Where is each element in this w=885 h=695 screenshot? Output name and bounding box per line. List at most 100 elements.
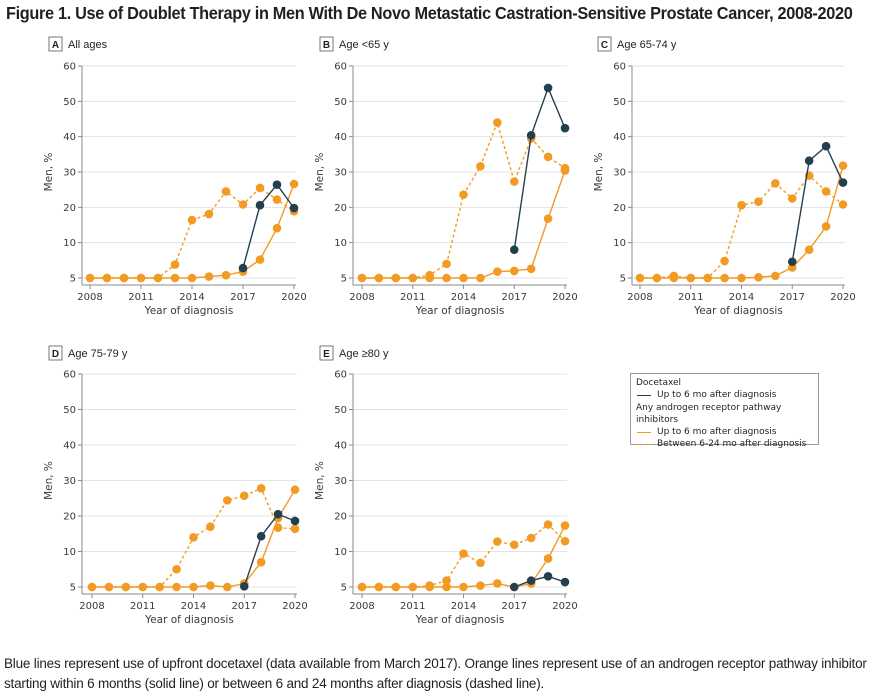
series-arpi-6-24mo-point [272, 195, 282, 204]
series-arpi-6mo-point [838, 161, 848, 170]
y-tick-label: 50 [63, 405, 76, 416]
series-arpi-6mo-point [172, 582, 181, 592]
series-arpi-6-24mo-point [754, 197, 763, 206]
panel-c: C Age 65-74 y 5 10 20 30 40 50 60 2008 2011 2014 201… [593, 36, 856, 317]
series-arpi-6mo-point [459, 273, 468, 283]
legend-swatch-arpi-solid [637, 431, 651, 433]
figure-title: Figure 1. Use of Doublet Therapy in Men … [6, 3, 853, 23]
series-docetaxel-line [791, 145, 844, 262]
series-arpi-6mo-point [652, 273, 662, 283]
series-docetaxel-point [543, 83, 553, 93]
series-arpi-6mo-point [560, 521, 570, 530]
series-docetaxel-point [821, 141, 831, 151]
series-arpi-6mo-point [102, 273, 112, 283]
series-arpi-6mo-point [187, 273, 197, 283]
panel-letter-box [319, 345, 334, 361]
series-arpi-6-24mo-point [509, 177, 519, 186]
series-docetaxel-point [273, 509, 283, 519]
series-arpi-6mo-point [459, 582, 468, 592]
x-tick-label: 2020 [552, 601, 577, 612]
series-arpi-6mo-point [189, 582, 198, 592]
x-tick-label: 2017 [502, 601, 527, 612]
series-arpi-6mo-point [526, 264, 536, 274]
x-tick-label: 2017 [230, 292, 255, 303]
x-tick-label: 2008 [79, 601, 104, 612]
y-tick-label: 5 [341, 274, 347, 285]
series-arpi-6-24mo-point [543, 520, 553, 529]
x-tick-label: 2008 [627, 292, 652, 303]
y-tick-label: 50 [334, 405, 347, 416]
y-axis-label: Men, % [314, 461, 326, 500]
legend-arpi-title: Any androgen receptor pathway inhibitors [636, 403, 782, 425]
series-arpi-6mo-point [136, 273, 146, 283]
y-tick-label: 30 [63, 476, 76, 487]
panel-title: Age <65 y [339, 39, 389, 51]
legend-label-arpi-dashed: Between 6-24 mo after diagnosis [657, 439, 807, 449]
y-tick-label: 5 [620, 274, 626, 285]
series-arpi-6-24mo-point [221, 187, 231, 196]
x-tick-label: 2008 [77, 292, 102, 303]
y-tick-label: 50 [334, 97, 347, 108]
series-docetaxel-line [513, 85, 566, 250]
figure-caption: Blue lines represent use of upfront doce… [4, 656, 867, 691]
y-tick-label: 10 [613, 238, 626, 249]
legend-label-arpi-solid: Up to 6 mo after diagnosis [657, 427, 777, 437]
series-docetaxel-point [509, 245, 519, 255]
x-axis-label: Year of diagnosis [415, 305, 505, 317]
series-arpi-6-24mo-point [172, 564, 181, 574]
y-tick-label: 10 [63, 547, 76, 558]
y-tick-label: 10 [334, 238, 347, 249]
series-docetaxel-point [560, 577, 570, 587]
y-tick-label: 60 [63, 62, 76, 73]
panel-letter: A [52, 40, 59, 51]
series-arpi-6-24mo-point [187, 215, 197, 225]
panel-letter-box [48, 36, 63, 52]
series-arpi-6mo-point [138, 582, 148, 592]
series-arpi-6-24mo-point [526, 533, 536, 543]
panel-letter: C [601, 40, 608, 51]
y-tick-label: 60 [334, 370, 347, 381]
series-docetaxel-point [804, 156, 814, 165]
y-tick-label: 40 [613, 132, 626, 143]
y-tick-label: 30 [613, 168, 626, 179]
series-arpi-6mo-point [476, 581, 485, 590]
series-arpi-6mo-point [425, 273, 434, 283]
series-arpi-6-24mo-point [459, 549, 468, 558]
series-arpi-6-24mo-point [204, 209, 214, 219]
series-arpi-6-24mo-point [459, 190, 468, 199]
series-arpi-6mo-point [560, 166, 570, 175]
series-arpi-6mo-point [272, 223, 282, 233]
y-tick-label: 40 [63, 132, 76, 143]
series-docetaxel-point [543, 572, 553, 581]
x-axis-label: Year of diagnosis [693, 305, 783, 317]
series-arpi-6mo-point [374, 273, 384, 283]
y-tick-label: 5 [70, 583, 76, 594]
series-arpi-6-24mo-point [476, 162, 485, 171]
series-arpi-6mo-point [493, 579, 502, 588]
x-tick-label: 2011 [400, 292, 425, 303]
series-arpi-6-24mo-line [640, 174, 844, 279]
series-arpi-6-24mo-point [821, 187, 831, 196]
legend-swatch-arpi-dashed [637, 443, 651, 445]
x-tick-label: 2017 [232, 601, 257, 612]
series-arpi-6mo-point [206, 581, 215, 590]
x-tick-label: 2014 [181, 601, 206, 612]
series-arpi-6mo-point [357, 273, 367, 283]
y-tick-label: 60 [63, 370, 76, 381]
chart-panels: A All ages 5 10 20 30 40 50 60 2008 2011 2014 2017 20… [43, 36, 856, 626]
series-docetaxel-line [242, 183, 295, 269]
series-arpi-6mo-point [686, 273, 696, 283]
series-arpi-6mo-point [121, 582, 131, 592]
series-arpi-6mo-point [703, 273, 712, 283]
legend-label-docetaxel: Up to 6 mo after diagnosis [657, 390, 777, 400]
y-axis-label: Men, % [314, 153, 326, 192]
series-arpi-6mo-point [221, 270, 231, 280]
series-arpi-6mo-point [771, 271, 780, 281]
y-axis-label: Men, % [593, 153, 605, 192]
panel-a: A All ages 5 10 20 30 40 50 60 2008 2011 2014 2017 20… [43, 36, 307, 317]
y-axis-label: Men, % [43, 461, 55, 500]
panel-letter-box [319, 36, 334, 52]
series-arpi-6-24mo-point [256, 484, 266, 493]
series-arpi-6mo-point [170, 273, 180, 283]
series-arpi-6-24mo-point [493, 118, 502, 127]
